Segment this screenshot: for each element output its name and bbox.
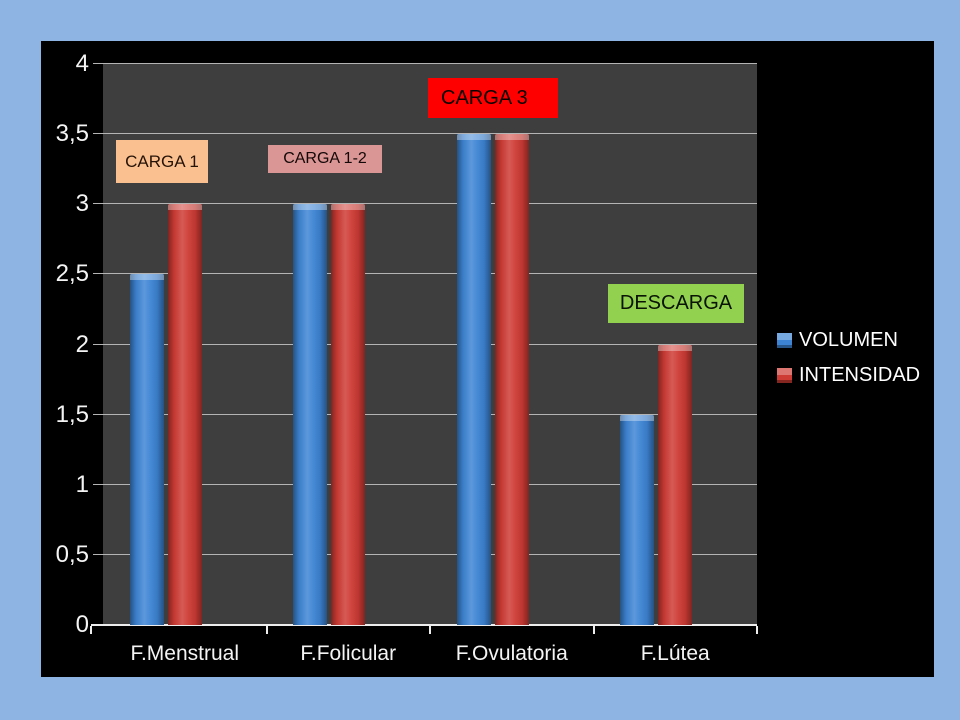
bar-top-bevel bbox=[167, 204, 202, 211]
bar-intensidad-f-menstrual bbox=[167, 204, 202, 625]
x-axis-label: F.Ovulatoria bbox=[455, 642, 568, 665]
gridline bbox=[103, 203, 757, 205]
legend-marker-intensidad-icon bbox=[777, 367, 792, 383]
gridline bbox=[103, 63, 757, 64]
bar-top-bevel bbox=[494, 134, 529, 141]
gridline bbox=[103, 133, 757, 135]
annotation-carga-1-2: CARGA 1-2 bbox=[268, 145, 382, 173]
x-axis-tick bbox=[592, 626, 595, 634]
bar-shading bbox=[494, 134, 529, 625]
chart-frame: 0 0,5 1 1,5 2 2,5 3 3,5 4 F.Menstrual F.Folicular… bbox=[41, 41, 934, 677]
bar-top-bevel bbox=[456, 134, 491, 141]
annotation-carga-3: CARGA 3 bbox=[428, 78, 558, 118]
bar-shading bbox=[331, 204, 366, 625]
x-axis-tick bbox=[90, 626, 92, 634]
x-axis-line bbox=[91, 624, 757, 626]
bar-volumen-f-ovulatoria bbox=[456, 134, 491, 625]
bar-top-bevel bbox=[293, 204, 328, 211]
bar-shading bbox=[293, 204, 328, 625]
bar-top-bevel bbox=[620, 414, 655, 421]
x-axis-label: F.Lútea bbox=[640, 642, 710, 665]
bar-top-bevel bbox=[331, 204, 366, 211]
y-axis-tick-label: 3 bbox=[75, 190, 89, 218]
y-axis-tick-label: 2,5 bbox=[55, 260, 89, 288]
y-axis-tick-label: 2 bbox=[75, 330, 89, 358]
x-axis-label: F.Menstrual bbox=[130, 642, 240, 665]
legend-item-intensidad: INTENSIDAD bbox=[777, 364, 920, 386]
bar-top-bevel bbox=[658, 344, 693, 351]
bar-volumen-f-folicular bbox=[293, 204, 328, 625]
annotation-descarga: DESCARGA bbox=[608, 284, 744, 323]
bar-volumen-f-l-tea bbox=[620, 414, 655, 625]
x-axis-tick bbox=[429, 626, 431, 634]
bar-intensidad-f-l-tea bbox=[658, 344, 693, 625]
bar-volumen-f-menstrual bbox=[129, 274, 164, 625]
y-axis-tick bbox=[93, 273, 103, 275]
x-axis-label: F.Folicular bbox=[300, 642, 397, 665]
legend-marker-volumen-icon bbox=[777, 332, 792, 348]
bar-intensidad-f-ovulatoria bbox=[494, 134, 529, 625]
bar-top-bevel bbox=[129, 274, 164, 281]
y-axis-tick bbox=[93, 63, 103, 64]
y-axis-tick bbox=[93, 133, 103, 135]
annotation-carga-1: CARGA 1 bbox=[116, 140, 208, 183]
bar-shading bbox=[658, 344, 693, 625]
gridline bbox=[103, 343, 757, 345]
legend-item-volumen: VOLUMEN bbox=[777, 329, 920, 351]
y-axis-tick-label: 0 bbox=[75, 611, 89, 638]
gridline bbox=[103, 413, 757, 415]
gridline bbox=[103, 553, 757, 555]
y-axis-tick-label: 0,5 bbox=[55, 540, 89, 568]
legend-label-intensidad: INTENSIDAD bbox=[799, 364, 921, 386]
gridline bbox=[103, 483, 757, 485]
gridline bbox=[103, 273, 757, 275]
y-axis-tick-label: 1 bbox=[75, 470, 89, 498]
legend: VOLUMEN INTENSIDAD bbox=[777, 329, 920, 386]
y-axis-tick bbox=[93, 203, 103, 205]
bar-shading bbox=[456, 134, 491, 625]
bar-shading bbox=[167, 204, 202, 625]
bar-intensidad-f-folicular bbox=[331, 204, 366, 625]
bar-shading bbox=[129, 274, 164, 625]
x-axis-tick bbox=[756, 626, 758, 634]
y-axis-tick bbox=[93, 413, 103, 415]
y-axis-tick bbox=[93, 343, 103, 345]
bar-shading bbox=[620, 414, 655, 625]
x-axis-tick bbox=[265, 626, 268, 634]
y-axis-tick-label: 1,5 bbox=[55, 400, 89, 428]
y-axis-tick-label: 3,5 bbox=[55, 120, 89, 148]
y-axis-tick bbox=[93, 553, 103, 555]
y-axis-tick bbox=[93, 483, 103, 485]
y-axis-tick-label: 4 bbox=[75, 50, 89, 77]
legend-label-volumen: VOLUMEN bbox=[799, 329, 898, 351]
